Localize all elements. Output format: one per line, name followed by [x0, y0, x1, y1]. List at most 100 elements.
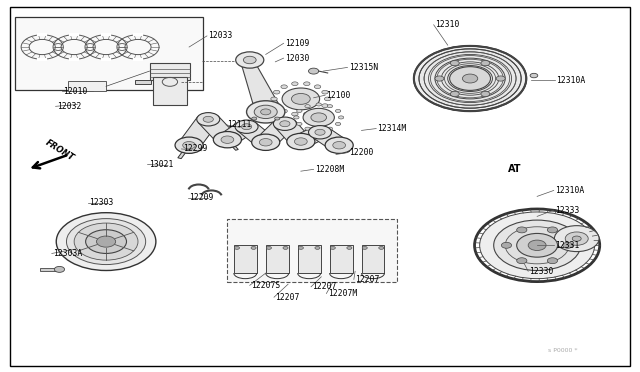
Text: 12303A: 12303A [53, 249, 83, 258]
Circle shape [243, 56, 256, 64]
Circle shape [271, 97, 277, 101]
Circle shape [530, 73, 538, 78]
Circle shape [335, 109, 340, 112]
Text: 12010: 12010 [63, 87, 88, 96]
Circle shape [297, 122, 302, 125]
Circle shape [481, 92, 490, 96]
Circle shape [234, 246, 239, 249]
Text: 12030: 12030 [285, 54, 309, 62]
Circle shape [516, 227, 527, 233]
Circle shape [281, 109, 287, 113]
Text: 12111: 12111 [227, 121, 252, 129]
Circle shape [86, 230, 127, 253]
Circle shape [74, 223, 138, 260]
Bar [298, 245, 321, 273]
Circle shape [196, 113, 220, 126]
Text: 12333: 12333 [555, 206, 579, 215]
Circle shape [273, 104, 280, 108]
Circle shape [330, 246, 335, 249]
Polygon shape [198, 116, 237, 143]
Circle shape [316, 103, 321, 106]
Circle shape [505, 227, 569, 264]
Circle shape [516, 258, 527, 264]
Circle shape [287, 134, 315, 150]
Text: AT: AT [508, 164, 522, 174]
Text: 12331: 12331 [555, 241, 579, 250]
Circle shape [325, 137, 353, 153]
Circle shape [451, 92, 460, 96]
Bar [227, 219, 397, 282]
Text: 12209: 12209 [189, 193, 214, 202]
Circle shape [547, 227, 557, 233]
Polygon shape [339, 145, 349, 152]
Circle shape [283, 246, 288, 249]
Circle shape [241, 124, 252, 130]
Circle shape [481, 61, 490, 66]
Circle shape [254, 105, 277, 119]
Polygon shape [178, 145, 191, 158]
Polygon shape [219, 122, 255, 144]
Circle shape [246, 101, 285, 123]
Circle shape [303, 112, 310, 116]
Bar [150, 62, 189, 80]
Text: s P0000 *: s P0000 * [548, 349, 577, 353]
Circle shape [221, 136, 234, 143]
Text: 12303: 12303 [89, 198, 113, 207]
Circle shape [303, 82, 310, 86]
Circle shape [292, 112, 298, 116]
Circle shape [414, 46, 526, 111]
Circle shape [67, 219, 146, 264]
Text: 13021: 13021 [149, 160, 173, 169]
Polygon shape [226, 139, 238, 150]
Circle shape [175, 137, 203, 153]
Circle shape [292, 82, 298, 86]
Bar [362, 245, 385, 273]
Circle shape [54, 266, 65, 272]
Circle shape [314, 109, 321, 113]
Circle shape [316, 129, 321, 132]
Circle shape [501, 242, 511, 248]
Circle shape [565, 232, 588, 245]
Circle shape [450, 67, 490, 90]
Circle shape [308, 126, 332, 139]
Circle shape [273, 90, 280, 94]
Circle shape [572, 236, 581, 241]
Circle shape [324, 97, 331, 101]
Polygon shape [237, 123, 275, 146]
Text: 12207: 12207 [355, 275, 380, 284]
Bar [234, 245, 257, 273]
Text: 12100: 12100 [326, 91, 351, 100]
Circle shape [291, 93, 310, 105]
Circle shape [303, 108, 334, 126]
Circle shape [333, 141, 346, 149]
Text: 12299: 12299 [182, 144, 207, 153]
Bar [135, 80, 151, 84]
Circle shape [463, 74, 477, 83]
Circle shape [282, 88, 319, 110]
Text: 12310A: 12310A [556, 76, 586, 85]
Circle shape [379, 246, 384, 249]
Circle shape [308, 68, 319, 74]
Circle shape [435, 76, 444, 81]
Polygon shape [242, 67, 278, 104]
Circle shape [339, 116, 344, 119]
Text: 12330: 12330 [529, 267, 554, 276]
Circle shape [516, 234, 557, 257]
Circle shape [305, 105, 310, 108]
Polygon shape [294, 127, 327, 147]
Circle shape [493, 220, 580, 270]
Circle shape [203, 116, 213, 122]
Bar [15, 17, 203, 90]
Circle shape [327, 105, 333, 108]
Circle shape [281, 85, 287, 89]
Bar [40, 267, 60, 271]
Polygon shape [275, 121, 311, 145]
Text: 12032: 12032 [57, 102, 81, 111]
Bar [330, 245, 353, 273]
Bar [266, 245, 289, 273]
Circle shape [322, 90, 328, 94]
Circle shape [297, 109, 302, 112]
Circle shape [294, 116, 299, 119]
Text: 12109: 12109 [285, 39, 309, 48]
Circle shape [252, 134, 280, 150]
